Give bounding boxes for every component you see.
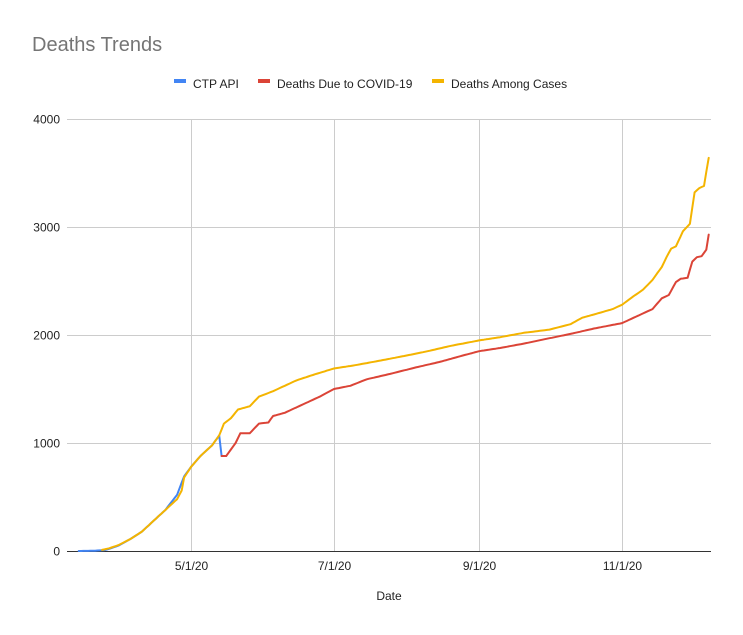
legend-item-deaths-due-to-covid-19: Deaths Due to COVID-19 <box>258 77 413 91</box>
legend-label-ctp-api: CTP API <box>193 77 239 91</box>
legend: CTP API Deaths Due to COVID-19 Deaths Am… <box>174 77 567 91</box>
x-tick-label: 11/1/20 <box>603 559 642 573</box>
series-line-deaths-among-cases <box>101 156 710 551</box>
series-line-deaths-due-to-covid-19 <box>220 233 710 457</box>
series-lines <box>77 156 710 552</box>
legend-label-deaths-due-to-covid-19: Deaths Due to COVID-19 <box>277 77 413 91</box>
y-axis: 0 1000 2000 3000 4000 <box>33 113 60 559</box>
legend-item-ctp-api: CTP API <box>174 77 239 91</box>
legend-swatch-deaths-among-cases <box>432 79 444 83</box>
y-tick-label: 4000 <box>33 113 60 127</box>
x-tick-label: 7/1/20 <box>318 559 352 573</box>
legend-label-deaths-among-cases: Deaths Among Cases <box>451 77 567 91</box>
chart-title: Deaths Trends <box>32 34 162 56</box>
x-axis: 5/1/20 7/1/20 9/1/20 11/1/20 <box>175 559 643 573</box>
y-tick-label: 3000 <box>33 221 60 235</box>
x-tick-label: 9/1/20 <box>463 559 497 573</box>
y-tick-label: 2000 <box>33 329 60 343</box>
legend-swatch-ctp-api <box>174 79 186 83</box>
legend-swatch-deaths-due-to-covid-19 <box>258 79 270 83</box>
gridlines <box>67 119 711 552</box>
legend-item-deaths-among-cases: Deaths Among Cases <box>432 77 567 91</box>
y-tick-label: 0 <box>53 545 60 559</box>
x-tick-label: 5/1/20 <box>175 559 209 573</box>
x-axis-label: Date <box>376 589 402 603</box>
y-tick-label: 1000 <box>33 437 60 451</box>
